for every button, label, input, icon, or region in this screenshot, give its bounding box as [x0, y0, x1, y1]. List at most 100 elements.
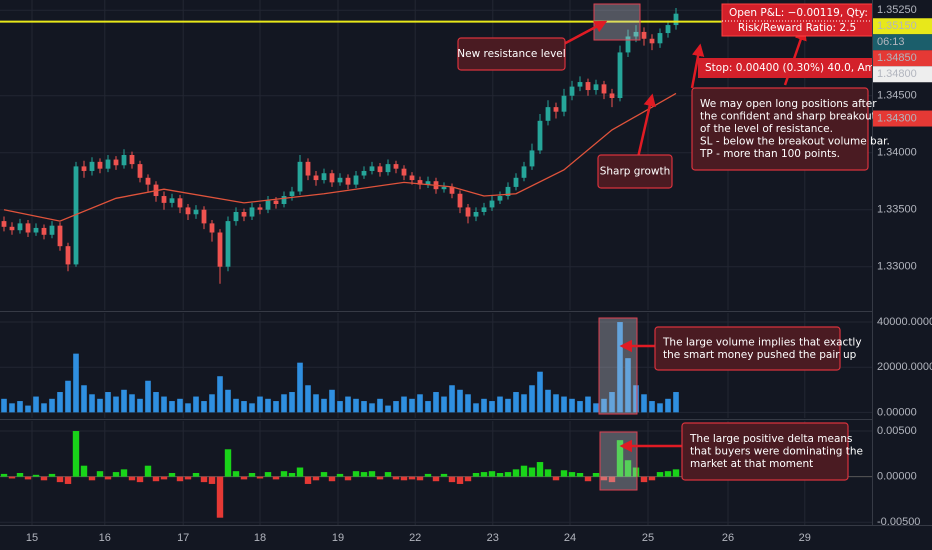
candle-body	[313, 175, 319, 181]
annotation-text: of the level of resistance.	[700, 123, 833, 135]
volume-bar	[521, 394, 527, 413]
price-tag-label: 1.34300	[877, 112, 917, 124]
delta-bar	[272, 476, 280, 480]
candle-body	[417, 180, 423, 185]
volume-bar	[585, 396, 591, 413]
candle-body	[113, 159, 119, 166]
delta-bar	[424, 473, 432, 477]
volume-bar	[49, 398, 55, 413]
price-tag	[873, 66, 932, 83]
delta-bar	[600, 476, 608, 481]
volume-bar	[409, 398, 415, 413]
candle-body	[625, 36, 631, 53]
highlight-box	[593, 3, 641, 41]
x-tick-label: 18	[254, 532, 266, 544]
candle-body	[289, 191, 295, 197]
delta-bar	[432, 476, 440, 482]
delta-bar	[224, 449, 232, 477]
delta-bar	[280, 471, 288, 477]
delta-bar	[296, 467, 304, 477]
candle-body	[577, 82, 583, 87]
delta-bar	[616, 440, 624, 477]
delta-bar	[496, 473, 504, 477]
annotation-box	[457, 37, 566, 71]
delta-bar	[120, 469, 128, 477]
candle-body	[601, 84, 607, 94]
delta-bar	[320, 472, 328, 477]
volume-bar	[177, 398, 183, 413]
candle-body	[497, 196, 503, 201]
volume-bar	[417, 394, 423, 413]
annotation-text: The large volume implies that exactly	[662, 336, 862, 348]
rr-text: Risk/Reward Ratio: 2.5	[738, 22, 856, 34]
candle-body	[305, 161, 311, 176]
delta-bar	[528, 467, 536, 477]
volume-bar	[641, 394, 647, 413]
delta-bar	[408, 476, 416, 480]
highlight-box	[599, 431, 638, 491]
candle-body	[17, 223, 23, 231]
delta-bar	[72, 431, 80, 477]
candle-body	[609, 93, 615, 99]
volume-bar	[489, 401, 495, 413]
volume-bar	[665, 398, 671, 413]
y-tick-label: -0.00500	[877, 516, 920, 528]
volume-bar	[385, 405, 391, 413]
candle-body	[81, 166, 87, 171]
delta-bar	[152, 476, 160, 482]
volume-bar	[289, 392, 295, 413]
delta-bar	[80, 465, 88, 477]
volume-bar	[129, 394, 135, 413]
delta-bar	[672, 469, 680, 477]
delta-bar	[576, 473, 584, 477]
candle-body	[585, 82, 591, 91]
price-tag-label: 1.34800	[877, 68, 917, 80]
volume-bar	[33, 396, 39, 413]
candle-body	[513, 177, 519, 187]
y-tick-label: 1.33500	[877, 204, 917, 216]
volume-bar	[593, 403, 599, 413]
candle-body	[657, 33, 663, 44]
delta-bar	[64, 476, 72, 484]
delta-bar	[632, 467, 640, 477]
candle-body	[105, 159, 111, 169]
candle-body	[265, 200, 271, 210]
volume-bar	[625, 358, 631, 413]
volume-bar	[201, 401, 207, 413]
price-tag	[873, 50, 932, 67]
delta-bar	[112, 472, 120, 477]
order-panel: Open P&L: −0.00119, Qty: 6249 Risk/Rewar…	[698, 3, 872, 78]
volume-bar	[481, 398, 487, 413]
delta-bar	[656, 472, 664, 477]
candle-body	[553, 107, 559, 112]
candle-body	[217, 232, 223, 267]
delta-bar	[472, 473, 480, 477]
delta-bar	[248, 473, 256, 477]
volume-bar	[41, 403, 47, 413]
annotation-text: SL - below the breakout volume bar.	[700, 136, 890, 148]
volume-bar	[433, 392, 439, 413]
volume-bar	[401, 396, 407, 413]
volume-bar	[57, 392, 63, 413]
volume-bar	[65, 380, 71, 413]
x-tick-label: 24	[564, 532, 576, 544]
delta-bar	[488, 471, 496, 477]
volume-bar	[209, 394, 215, 413]
candle-body	[273, 200, 279, 205]
x-tick-label: 29	[799, 532, 811, 544]
volume-bar	[81, 385, 87, 413]
delta-bar	[352, 471, 360, 477]
volume-bar	[649, 401, 655, 413]
candle-body	[401, 168, 407, 176]
delta-bar	[88, 476, 96, 481]
delta-bar	[392, 476, 400, 480]
candle-body	[33, 227, 39, 233]
annotation-text: the smart money pushed the pair up	[663, 349, 857, 361]
delta-bar	[176, 476, 184, 482]
volume-bar	[369, 403, 375, 413]
candle-body	[9, 226, 15, 231]
candle-body	[633, 31, 639, 37]
volume-bar	[145, 380, 151, 413]
annotation-text: The large positive delta means	[689, 433, 853, 445]
